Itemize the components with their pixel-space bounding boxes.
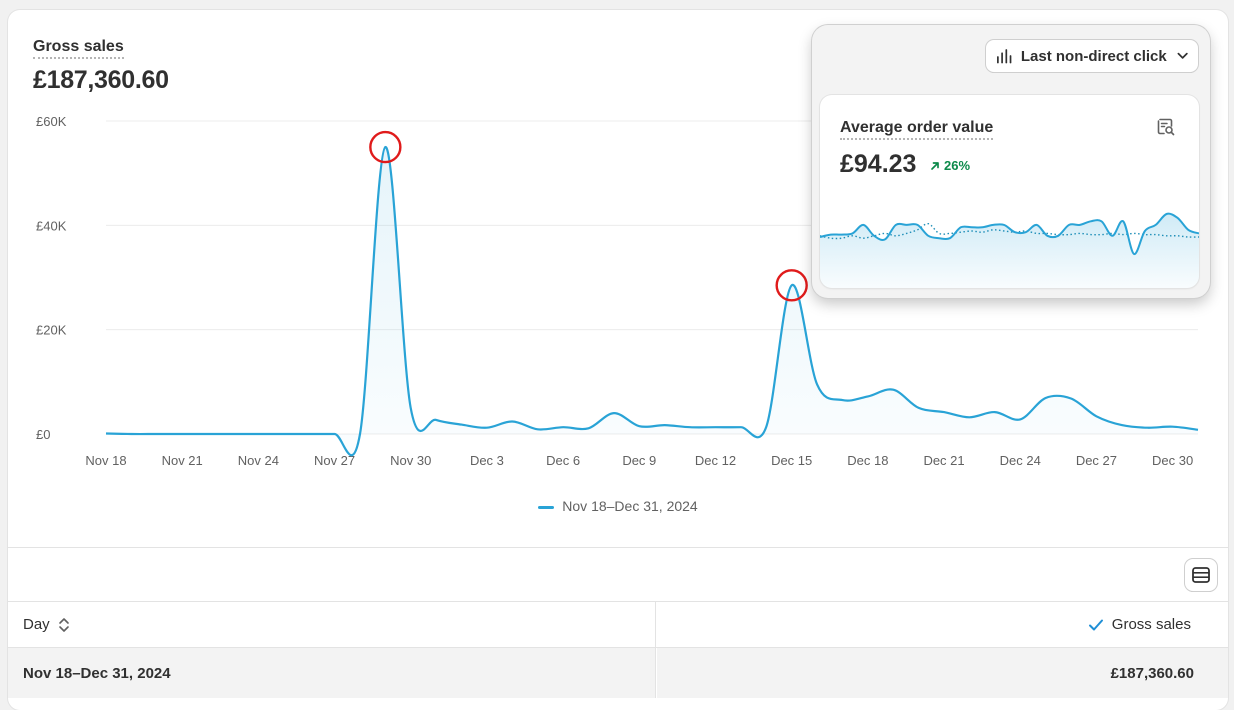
x-tick-label: Dec 30 [1152, 453, 1193, 468]
x-tick-label: Nov 27 [314, 453, 355, 468]
metric-title[interactable]: Gross sales [33, 38, 124, 59]
legend-swatch [538, 505, 555, 509]
table-row-day-cell: Nov 18–Dec 31, 2024 [8, 648, 656, 698]
divider [8, 647, 1228, 648]
aov-value: £94.23 [840, 150, 917, 178]
sparkline-previous-line [820, 222, 1199, 240]
check-icon [1088, 618, 1104, 632]
column-header-gross-sales[interactable]: Gross sales [657, 602, 1228, 647]
chevron-down-icon [1177, 52, 1188, 59]
x-tick-label: Dec 15 [771, 453, 812, 468]
x-tick-label: Dec 24 [1000, 453, 1041, 468]
legend-label: Nov 18–Dec 31, 2024 [562, 498, 698, 514]
chart-legend[interactable]: Nov 18–Dec 31, 2024 [8, 498, 1228, 514]
sparkline-area [820, 213, 1199, 288]
table-view-icon [1192, 567, 1210, 583]
attribution-model-label: Last non-direct click [1020, 47, 1167, 65]
x-tick-label: Dec 9 [622, 453, 656, 468]
divider [8, 547, 1228, 548]
aov-sparkline [820, 212, 1199, 288]
metric-value: £187,360.60 [33, 66, 169, 94]
report-search-icon[interactable] [1156, 117, 1176, 137]
column-header-day-label: Day [23, 616, 50, 633]
aov-title[interactable]: Average order value [840, 119, 994, 140]
aov-delta-value: 26% [944, 158, 971, 173]
x-tick-label: Dec 18 [847, 453, 888, 468]
x-tick-label: Dec 21 [923, 453, 964, 468]
table-row-gross-sales-cell: £187,360.60 [657, 648, 1228, 698]
series-line[interactable] [105, 145, 1199, 457]
sort-icon[interactable] [58, 616, 70, 634]
series-area [106, 147, 1198, 456]
x-tick-label: Nov 18 [85, 453, 126, 468]
y-tick-label: £40K [36, 218, 67, 233]
x-tick-label: Dec 6 [546, 453, 580, 468]
gross-sales-chart: £0 £20K £40K £60K Nov 18 Nov 21 Nov 24 Nov 27 N… [36, 114, 1199, 468]
x-tick-label: Dec 27 [1076, 453, 1117, 468]
column-header-gross-sales-label: Gross sales [1111, 616, 1191, 633]
highlight-circle [775, 269, 808, 302]
table-view-toggle-button[interactable] [1185, 559, 1217, 591]
x-tick-label: Dec 3 [470, 453, 504, 468]
attribution-popup: Last non-direct click Average order valu… [812, 25, 1210, 298]
aov-delta-badge: 26% [930, 158, 970, 173]
divider [8, 601, 1228, 602]
x-tick-label: Nov 21 [162, 453, 203, 468]
x-tick-label: Nov 24 [238, 453, 279, 468]
arrow-up-right-icon [931, 161, 939, 170]
y-tick-label: £20K [36, 323, 67, 338]
x-tick-label: Dec 12 [695, 453, 736, 468]
average-order-value-card[interactable]: Average order value £94.23 26% [820, 95, 1199, 288]
y-tick-label: £60K [36, 114, 67, 129]
x-tick-label: Nov 30 [390, 453, 431, 468]
y-tick-label: £0 [36, 427, 50, 442]
highlight-circle [369, 130, 402, 164]
column-header-day[interactable]: Day [8, 602, 656, 647]
bar-chart-icon [997, 49, 1012, 64]
sparkline-current-line [820, 212, 1199, 256]
attribution-model-button[interactable]: Last non-direct click [986, 40, 1198, 72]
